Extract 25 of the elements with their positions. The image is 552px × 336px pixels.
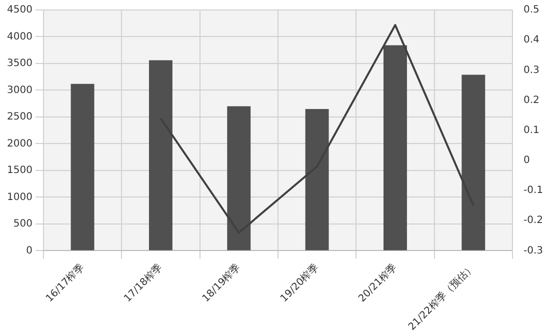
y-tick-label: 2000 bbox=[6, 138, 32, 150]
bar bbox=[462, 74, 486, 250]
y2-tick-label: 0.5 bbox=[523, 4, 540, 16]
y-tick-label: 3000 bbox=[6, 84, 32, 96]
y2-tick-label: 0.4 bbox=[523, 34, 540, 46]
y-tick-label: 4500 bbox=[6, 4, 32, 16]
y2-tick-label: -0.3 bbox=[523, 245, 544, 256]
y-tick-label: 3500 bbox=[6, 58, 32, 70]
y2-tick-label: 0 bbox=[523, 155, 530, 166]
y2-tick-label: 0.1 bbox=[523, 124, 540, 136]
bar bbox=[148, 60, 172, 250]
y-tick-label: 0 bbox=[26, 245, 32, 256]
y2-tick-label: -0.1 bbox=[523, 185, 544, 196]
y2-tick-label: -0.2 bbox=[523, 215, 544, 226]
y-tick-label: 1500 bbox=[6, 165, 32, 176]
bar bbox=[227, 106, 251, 250]
y-tick-label: 1000 bbox=[6, 192, 32, 203]
y2-tick-label: 0.3 bbox=[523, 64, 540, 76]
y-tick-label: 4000 bbox=[6, 31, 32, 42]
y-tick-label: 500 bbox=[13, 218, 32, 230]
y2-tick-label: 0.2 bbox=[523, 94, 540, 106]
bar bbox=[384, 45, 407, 250]
bar bbox=[305, 108, 329, 250]
bar bbox=[70, 84, 94, 250]
y-tick-label: 2500 bbox=[6, 112, 32, 123]
